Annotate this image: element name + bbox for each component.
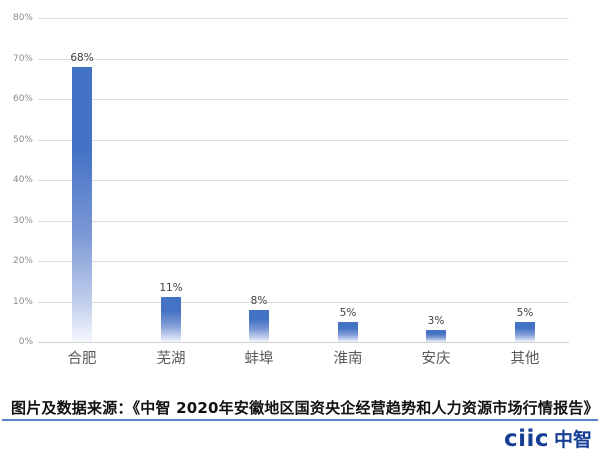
ciic-logo: ciic 中智: [504, 427, 592, 451]
x-axis-label: 淮南: [333, 351, 363, 367]
gridline: [38, 302, 569, 303]
x-axis-label: 蚌埠: [244, 351, 274, 367]
gridline: [38, 140, 569, 141]
source-citation: 图片及数据来源：《中智 2020年安徽地区国资央企经营趋势和人力资源市场行情报告…: [11, 399, 599, 417]
y-axis-label: 80%: [12, 13, 33, 23]
bar-value-label: 5%: [516, 307, 534, 319]
bar: [338, 322, 358, 342]
ciic-logo-latin: ciic: [503, 426, 549, 452]
bar-value-label: 11%: [159, 282, 183, 294]
y-axis-label: 40%: [12, 175, 33, 185]
gridline: [38, 59, 569, 60]
y-axis-label: 10%: [12, 297, 33, 307]
bar: [515, 322, 535, 342]
x-axis-label: 合肥: [67, 351, 97, 367]
bar: [72, 67, 92, 342]
divider-rule: [2, 419, 598, 421]
gridline: [38, 99, 569, 100]
bar-value-label: 68%: [70, 52, 94, 64]
y-axis-label: 30%: [12, 216, 33, 226]
bar-value-label: 3%: [427, 315, 445, 327]
plot-area: 68% 11% 8% 5% 3% 5%: [38, 18, 569, 343]
gridline: [38, 180, 569, 181]
bar-value-label: 8%: [250, 295, 268, 307]
gridline: [38, 18, 569, 19]
x-axis-label: 安庆: [421, 351, 451, 367]
x-axis-label: 芜湖: [156, 351, 186, 367]
bar: [161, 297, 181, 342]
x-axis-label: 其他: [510, 351, 540, 367]
bar: [426, 330, 446, 342]
y-axis-label: 60%: [12, 94, 33, 104]
y-axis-label: 70%: [12, 54, 33, 64]
y-axis-label: 50%: [12, 135, 33, 145]
bar-value-label: 5%: [339, 307, 357, 319]
y-axis-label: 20%: [12, 256, 33, 266]
gridline: [38, 261, 569, 262]
bar: [249, 310, 269, 342]
gridline: [38, 342, 569, 343]
y-axis-label: 0%: [18, 337, 33, 347]
ciic-logo-cjk: 中智: [553, 429, 592, 451]
gridline: [38, 221, 569, 222]
